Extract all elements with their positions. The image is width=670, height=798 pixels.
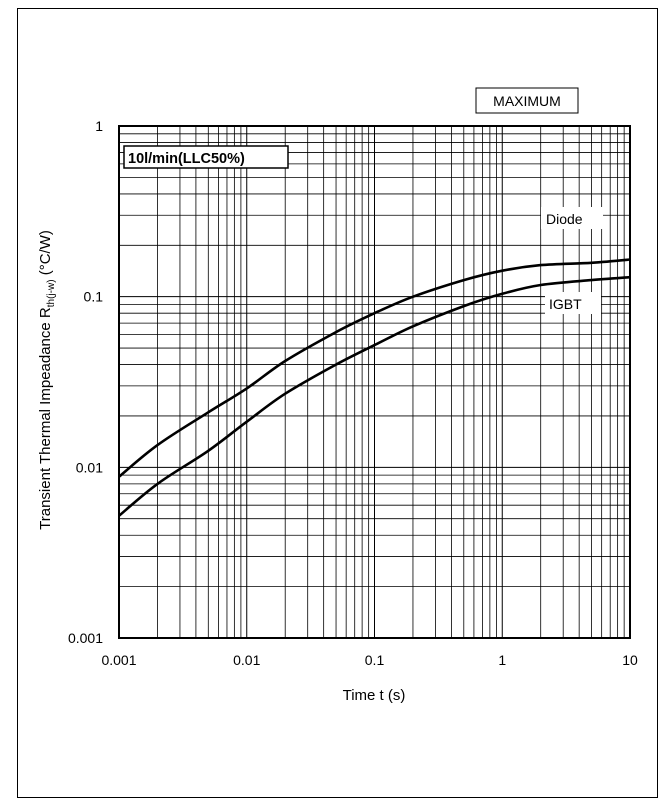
plot-border [118,125,631,639]
y-tick-label: 0.001 [68,630,103,646]
grid-lines [118,126,630,639]
condition-box [123,145,289,169]
series-line-diode [118,258,631,478]
y-axis-title: Transient Thermal Impeadance Rth(j-w) (°… [37,230,57,530]
y-axis-title-unit: (°C/W) [37,230,54,279]
series-layer [118,258,631,517]
x-tick-label: 0.01 [233,652,260,668]
y-tick-label: 0.1 [84,289,104,305]
diode-label-bg [541,207,603,229]
igbt-label-bg [545,292,601,314]
y-tick-label: 0.01 [76,459,103,475]
rating-box [475,87,579,114]
y-axis-title-main: Transient Thermal Impeadance R [37,307,54,530]
y-tick-label: 1 [95,118,103,134]
x-tick-label: 1 [498,652,506,668]
series-line-igbt [118,275,631,517]
x-tick-label: 10 [622,652,638,668]
series-label-diode: Diode [546,211,583,227]
rating-label: MAXIMUM [493,93,561,109]
tick-labels: 0.001 0.01 0.1 1 10 0.001 0.01 0.1 1 [68,118,638,668]
x-tick-label: 0.1 [365,652,385,668]
condition-label: 10l/min(LLC50%) [128,151,245,167]
x-tick-label: 0.001 [101,652,136,668]
y-axis-title-sub: th(j-w) [46,279,57,307]
x-axis-title: Time t (s) [343,687,406,704]
series-label-igbt: IGBT [549,296,582,312]
